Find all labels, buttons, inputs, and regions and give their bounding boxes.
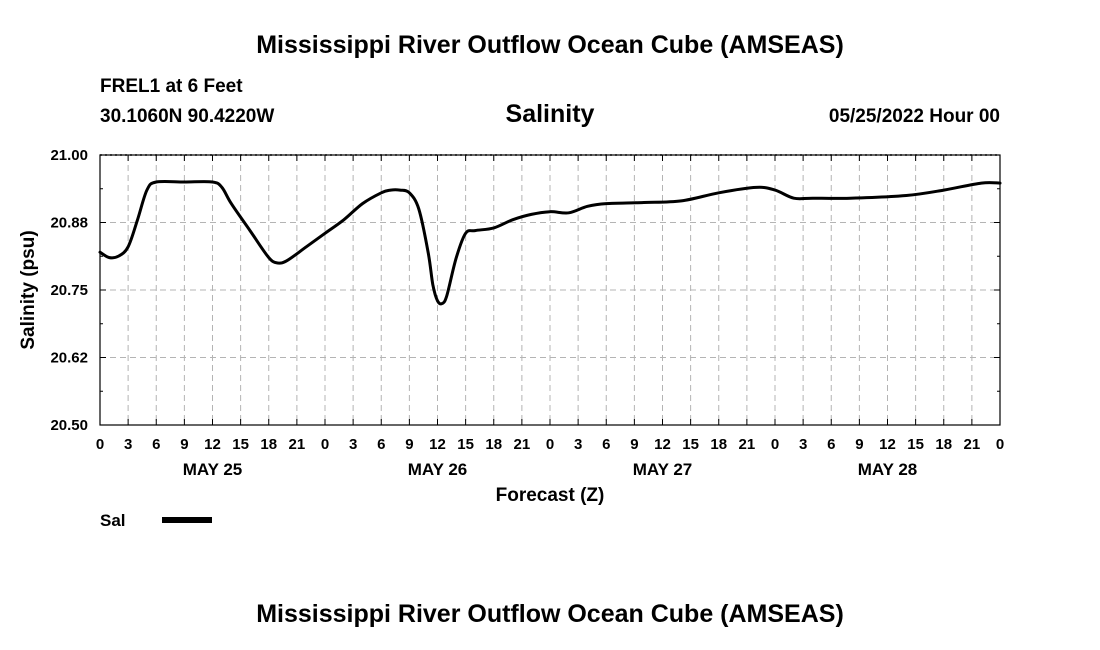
- series-layer: [98, 179, 1002, 306]
- x-tick-label: 21: [514, 436, 531, 453]
- x-tick-label: 18: [935, 436, 952, 453]
- x-tick-label: 9: [630, 436, 638, 453]
- x-tick-label: 0: [996, 436, 1004, 453]
- x-tick-label: 18: [260, 436, 277, 453]
- x-tick-label: 6: [152, 436, 160, 453]
- x-tick-label: 12: [204, 436, 221, 453]
- x-tick-label: 0: [321, 436, 329, 453]
- date-label: MAY 25: [183, 460, 243, 479]
- variable-title: Salinity: [505, 100, 595, 128]
- tick-labels: 0 3 6 9 12 15 18 21 0 3 6 9 12 15 18 21 0 3 6 9 12 15 18 21 0 3 6 9…: [18, 147, 1004, 506]
- x-tick-label: 9: [405, 436, 413, 453]
- legend-swatch-sal: [162, 517, 212, 523]
- x-tick-label: 0: [546, 436, 554, 453]
- x-tick-label: 12: [429, 436, 446, 453]
- x-tick-label: 15: [457, 436, 474, 453]
- x-tick-label: 6: [827, 436, 835, 453]
- date-label: MAY 27: [633, 460, 693, 479]
- x-tick-label: 0: [771, 436, 779, 453]
- forecast-datetime: 05/25/2022 Hour 00: [828, 106, 1000, 127]
- x-tick-label: 21: [964, 436, 981, 453]
- x-tick-label: 15: [232, 436, 249, 453]
- x-tick-label: 12: [879, 436, 896, 453]
- x-tick-label: 12: [654, 436, 671, 453]
- y-tick-label: 20.62: [50, 350, 88, 367]
- y-tick-label: 20.88: [50, 215, 88, 232]
- chart-title: Mississippi River Outflow Ocean Cube (AM…: [256, 31, 844, 59]
- date-label: MAY 28: [858, 460, 918, 479]
- y-tick-label: 20.50: [50, 417, 88, 434]
- x-tick-label: 15: [682, 436, 699, 453]
- date-label: MAY 26: [408, 460, 468, 479]
- station-coordinates: 30.1060N 90.4220W: [100, 106, 275, 127]
- x-tick-label: 18: [710, 436, 727, 453]
- x-tick-label: 3: [574, 436, 582, 453]
- series-line-sal: [98, 179, 1002, 306]
- x-tick-label: 21: [739, 436, 756, 453]
- y-axis-title: Salinity (psu): [18, 230, 39, 349]
- y-tick-label: 21.00: [50, 147, 88, 164]
- x-tick-label: 3: [124, 436, 132, 453]
- axes: [99, 154, 1001, 426]
- x-axis-title: Forecast (Z): [496, 485, 605, 506]
- x-tick-label: 9: [180, 436, 188, 453]
- x-tick-label: 18: [485, 436, 502, 453]
- grid-lines: [100, 155, 1000, 425]
- x-tick-label: 15: [907, 436, 924, 453]
- x-tick-label: 6: [377, 436, 385, 453]
- y-tick-label: 20.75: [50, 282, 88, 299]
- footer-title: Mississippi River Outflow Ocean Cube (AM…: [256, 600, 844, 628]
- x-tick-label: 21: [289, 436, 306, 453]
- x-tick-label: 9: [855, 436, 863, 453]
- x-tick-label: 6: [602, 436, 610, 453]
- legend-label-sal: Sal: [100, 511, 126, 530]
- x-tick-label: 3: [799, 436, 807, 453]
- station-name: FREL1 at 6 Feet: [100, 76, 243, 97]
- x-tick-label: 3: [349, 436, 357, 453]
- x-tick-label: 0: [96, 436, 104, 453]
